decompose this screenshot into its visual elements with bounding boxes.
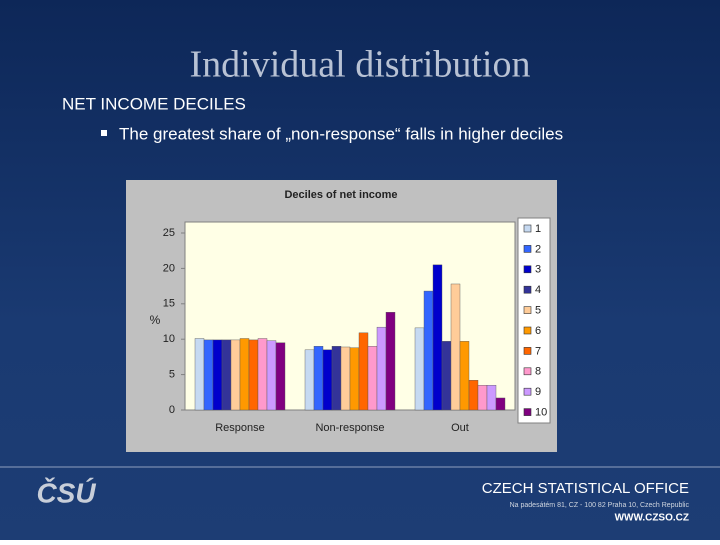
bar: [358, 332, 369, 411]
legend-label: 3: [535, 264, 541, 276]
chart: Deciles of net income % 0510152025Respon…: [126, 180, 557, 452]
y-axis-label: %: [150, 313, 161, 327]
bar: [468, 380, 479, 411]
x-tick-label: Out: [451, 422, 469, 434]
legend-swatch: [523, 285, 532, 294]
bar: [221, 339, 232, 411]
bar: [331, 346, 342, 411]
legend-swatch: [523, 387, 532, 396]
bar: [239, 338, 250, 411]
heading: NET INCOME DECILES: [62, 94, 246, 113]
y-tick-label: 20: [163, 262, 175, 274]
bar: [450, 283, 461, 411]
legend-swatch: [523, 326, 532, 335]
bar: [230, 339, 241, 411]
bar: [459, 341, 470, 411]
y-tick-label: 0: [169, 404, 175, 416]
bullet-text: The greatest share of „non-response“ fal…: [119, 124, 563, 143]
website: WWW.CZSO.CZ: [615, 513, 689, 524]
legend-swatch: [523, 245, 532, 253]
bar: [340, 346, 351, 411]
bar: [376, 326, 387, 411]
bullet-marker: [101, 130, 107, 136]
bar: [257, 338, 268, 411]
y-tick-label: 5: [169, 369, 175, 381]
legend-label: 7: [535, 345, 541, 357]
legend-label: 8: [535, 366, 541, 378]
bar: [441, 341, 452, 411]
office-name: CZECH STATISTICAL OFFICE: [482, 480, 689, 497]
bar: [194, 338, 205, 411]
x-tick-label: Response: [215, 422, 265, 434]
y-tick-label: 15: [163, 298, 175, 310]
chart-title: Deciles of net income: [284, 189, 397, 201]
slide-title: Individual distribution: [190, 44, 531, 86]
bar: [385, 312, 396, 411]
logo: ČSÚ: [36, 476, 96, 508]
bar: [367, 346, 378, 411]
y-tick-label: 25: [163, 227, 175, 239]
bar: [414, 327, 425, 411]
bar: [203, 339, 214, 411]
bar: [275, 342, 286, 411]
legend: [517, 217, 551, 424]
legend-swatch: [523, 347, 532, 355]
bar: [212, 339, 223, 411]
legend-label: 9: [535, 386, 541, 398]
bar: [477, 385, 488, 411]
bar: [248, 339, 259, 411]
x-tick-label: Non-response: [315, 422, 384, 434]
legend-swatch: [523, 265, 532, 274]
address: Na padesátém 81, CZ - 100 82 Praha 10, C…: [510, 502, 690, 509]
legend-swatch: [523, 306, 532, 314]
bar: [432, 264, 443, 411]
legend-swatch: [523, 367, 532, 376]
bar: [322, 349, 333, 411]
legend-swatch: [523, 224, 532, 233]
bar: [266, 340, 277, 411]
legend-label: 5: [535, 305, 541, 317]
bar: [349, 347, 360, 411]
y-tick-label: 10: [163, 333, 175, 345]
bar: [495, 397, 506, 411]
legend-swatch: [523, 408, 532, 416]
bar: [423, 290, 434, 411]
bar: [313, 346, 324, 411]
legend-label: 1: [535, 223, 541, 235]
legend-label: 10: [535, 407, 547, 419]
bar: [304, 349, 315, 411]
legend-label: 4: [535, 284, 541, 296]
legend-label: 2: [535, 243, 541, 255]
legend-label: 6: [535, 325, 541, 337]
bar: [486, 385, 497, 411]
